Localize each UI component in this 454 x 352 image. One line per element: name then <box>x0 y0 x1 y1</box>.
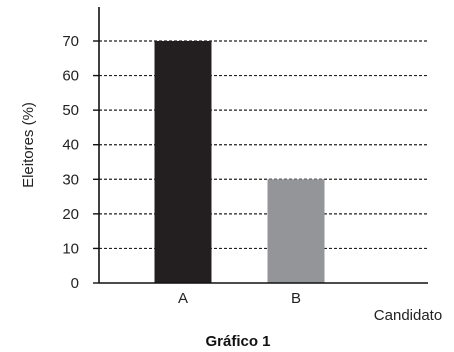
y-tick-label: 10 <box>62 240 79 257</box>
y-tick-label: 30 <box>62 171 79 188</box>
x-tick-label: A <box>178 290 188 307</box>
x-tick-label: B <box>291 290 301 307</box>
y-axis-title: Eleitores (%) <box>20 102 37 188</box>
y-tick-label: 0 <box>71 275 79 292</box>
gridlines <box>99 40 428 250</box>
bars <box>154 41 325 283</box>
y-tick-label: 70 <box>62 33 79 50</box>
chart-title: Gráfico 1 <box>205 333 270 350</box>
y-tick-label: 50 <box>62 102 79 119</box>
bar-a <box>154 41 212 283</box>
y-tick-label: 40 <box>62 137 79 154</box>
axes <box>98 7 428 284</box>
y-tick-labels: 0 10 20 30 40 50 60 70 <box>62 33 99 292</box>
y-tick-label: 20 <box>62 206 79 223</box>
y-tick-label: 60 <box>62 68 79 85</box>
x-axis-title: Candidato <box>374 307 442 324</box>
bar-b <box>267 179 325 283</box>
